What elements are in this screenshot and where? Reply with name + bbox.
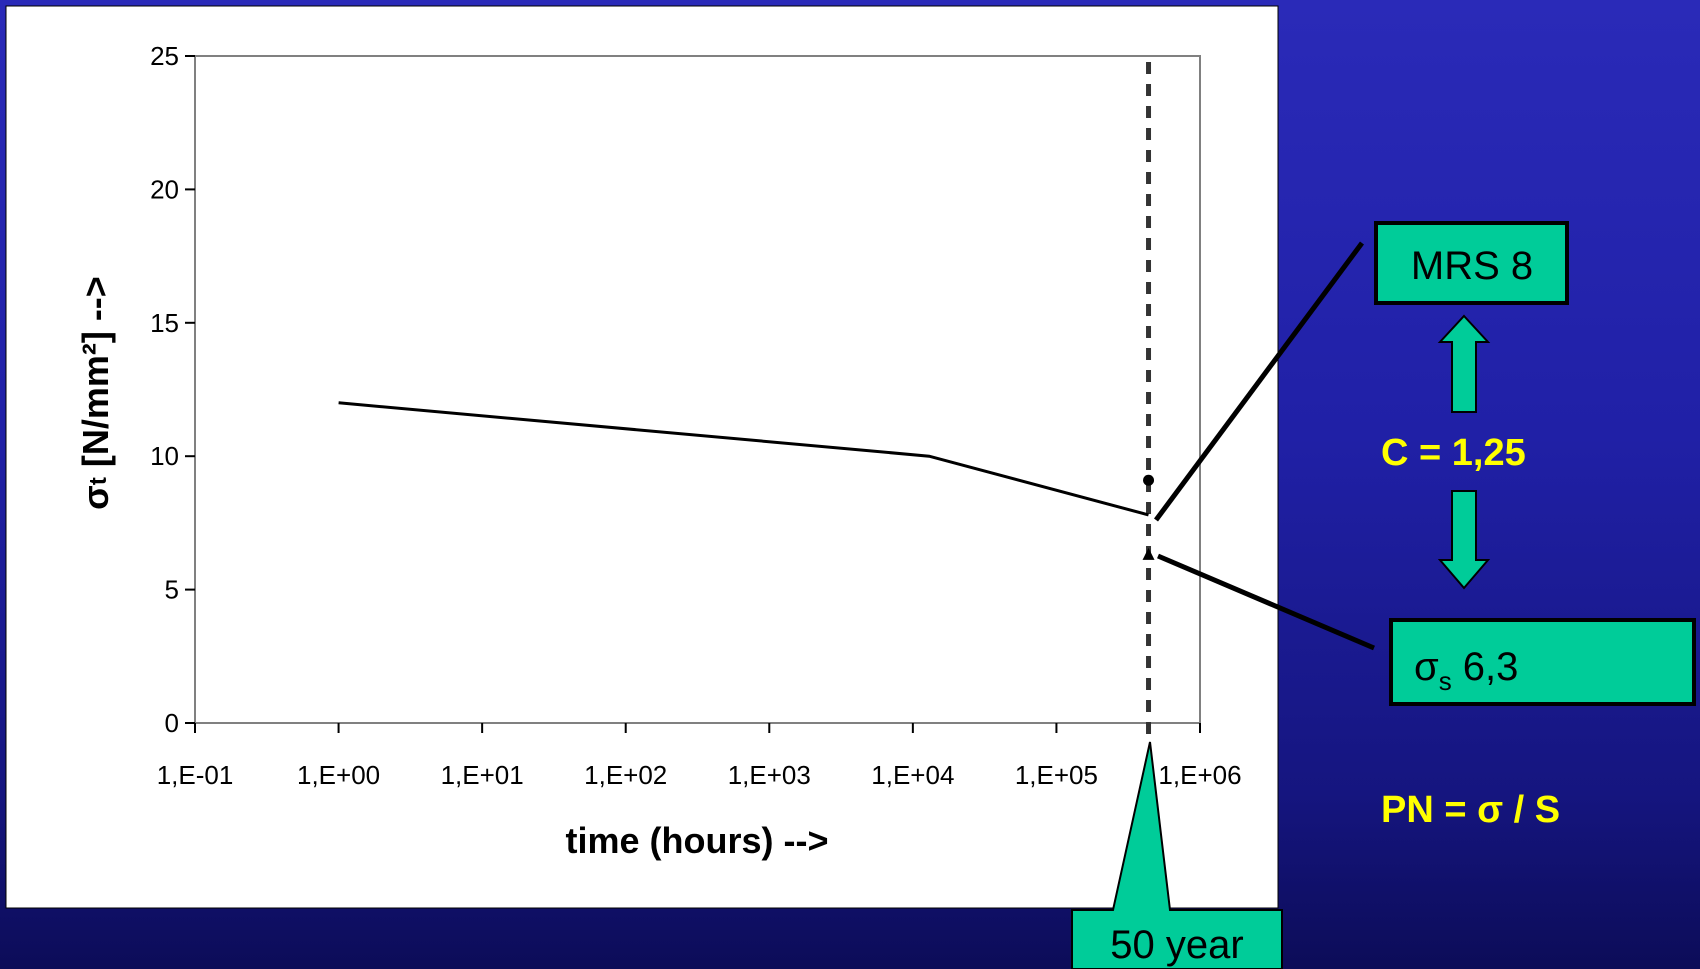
marker-triangle xyxy=(1142,547,1155,560)
down-arrow-icon xyxy=(1437,490,1491,590)
mrs-callout-line xyxy=(1153,241,1365,522)
sigma-s-box xyxy=(1389,618,1696,706)
y-tick-label: 20 xyxy=(150,174,179,204)
x-tick-label: 1,E+00 xyxy=(297,760,380,790)
y-tick-label: 15 xyxy=(150,308,179,338)
y-tick-label: 10 xyxy=(150,441,179,471)
series-line xyxy=(338,401,1149,517)
x-tick-label: 1,E+03 xyxy=(728,760,811,790)
y-tick-label: 0 xyxy=(165,708,179,738)
chart-area xyxy=(5,5,1279,909)
mrs-box xyxy=(1374,221,1569,305)
x-tick-label: 1,E+02 xyxy=(584,760,667,790)
sigma-callout-line xyxy=(1157,553,1375,651)
marker-circle xyxy=(1143,474,1155,486)
pn-formula-label: PN = σ / S xyxy=(1381,789,1560,831)
x-tick-label: 1,E+06 xyxy=(1158,760,1241,790)
x-axis-title: time (hours) --> xyxy=(565,820,828,861)
x-tick-label: 1,E+01 xyxy=(441,760,524,790)
y-axis-title: σt [N/mm²] --> xyxy=(75,276,116,510)
x-tick-label: 1,E+05 xyxy=(1015,760,1098,790)
y-tick-label: 25 xyxy=(150,41,179,71)
up-arrow-icon xyxy=(1437,314,1491,413)
fifty-year-label: 50 year xyxy=(1110,923,1243,967)
plot-frame xyxy=(194,55,1201,724)
y-axis-ticks: 0 5 10 15 20 25 xyxy=(150,41,195,738)
x-tick-label: 1,E+04 xyxy=(871,760,954,790)
y-tick-label: 5 xyxy=(165,575,179,605)
mrs-box-label: MRS 8 xyxy=(1411,244,1533,288)
c-factor-label: C = 1,25 xyxy=(1381,432,1526,474)
fifty-year-callout xyxy=(1071,741,1283,969)
x-tick-label: 1,E-01 xyxy=(157,760,234,790)
sigma-s-box-label: σs 6,3 xyxy=(1414,645,1518,696)
x-axis-ticks: 1,E-01 1,E+00 1,E+01 1,E+02 1,E+03 1,E+04 1,E+… xyxy=(157,723,1242,790)
